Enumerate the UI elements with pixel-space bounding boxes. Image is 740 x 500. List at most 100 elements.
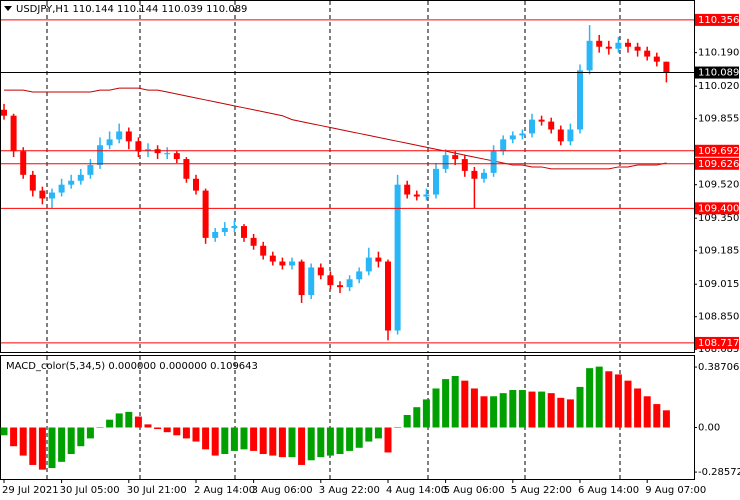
time-label: 6 Aug 14:00 xyxy=(578,485,639,496)
time-label: 5 Aug 06:00 xyxy=(444,485,505,496)
candle-body xyxy=(596,40,603,47)
candle-body xyxy=(557,129,564,142)
level-box xyxy=(695,202,739,215)
macd-bar xyxy=(605,371,613,428)
price-tick-label: 109.185 xyxy=(698,246,739,257)
candle-body xyxy=(241,226,247,238)
macd-bar xyxy=(586,368,594,428)
macd-bar xyxy=(480,396,488,428)
macd-bar xyxy=(19,427,27,456)
macd-bar xyxy=(595,366,603,428)
macd-bar xyxy=(432,388,440,428)
candle-body xyxy=(231,226,238,229)
candle-body xyxy=(20,151,27,175)
candle-body xyxy=(164,153,171,155)
macd-bar xyxy=(413,407,421,428)
price-tick-label: 110.020 xyxy=(698,81,739,92)
candle-body xyxy=(77,174,84,181)
candle-body xyxy=(327,275,334,286)
candle-body xyxy=(538,119,545,122)
level-label: 109.692 xyxy=(698,146,739,157)
macd-bar xyxy=(144,424,152,428)
candle-body xyxy=(269,255,276,262)
macd-bar xyxy=(394,427,402,428)
macd-bar xyxy=(307,427,315,461)
macd-bar xyxy=(0,427,8,436)
macd-bar xyxy=(403,415,411,428)
macd-bar xyxy=(470,388,478,428)
macd-bar xyxy=(355,427,363,448)
time-label: 9 Aug 07:00 xyxy=(645,485,706,496)
macd-bar xyxy=(202,427,210,450)
macd-bar xyxy=(643,396,651,428)
level-box xyxy=(695,336,739,349)
candle-body xyxy=(1,109,7,116)
price-tick-label: 110.190 xyxy=(698,48,739,59)
moving-average xyxy=(4,87,667,170)
candle-body xyxy=(346,279,353,288)
candle-body xyxy=(605,46,612,49)
candle-body xyxy=(586,40,593,71)
macd-bar xyxy=(614,374,622,428)
candle-body xyxy=(500,139,507,152)
candle-body xyxy=(404,184,411,195)
candle-body xyxy=(39,190,46,199)
candle-body xyxy=(145,149,151,152)
candle-body xyxy=(183,159,190,179)
macd-bar xyxy=(442,379,450,428)
candle-body xyxy=(625,42,631,47)
candle-body xyxy=(490,151,497,173)
candle-body xyxy=(615,42,622,49)
macd-bar xyxy=(461,380,469,428)
candle-body xyxy=(471,170,478,179)
macd-bar xyxy=(346,427,354,451)
level-box xyxy=(695,144,739,157)
macd-bar xyxy=(326,427,334,456)
macd-bar xyxy=(211,427,219,456)
macd-bar xyxy=(134,416,142,428)
macd-bar xyxy=(490,396,498,428)
macd-title: MACD_color(5,34,5) 0.000000 0.000000 0.1… xyxy=(6,361,258,372)
time-label: 30 Jul 05:00 xyxy=(60,485,120,496)
candle-body xyxy=(529,119,535,134)
macd-bar xyxy=(115,413,123,428)
candle-body xyxy=(663,61,670,73)
macd-frame xyxy=(0,355,695,480)
macd-bar xyxy=(58,427,66,462)
macd-bar xyxy=(451,375,459,428)
macd-bar xyxy=(317,427,325,458)
time-grid xyxy=(46,1,621,479)
macd-bar xyxy=(336,427,344,455)
candle-body xyxy=(365,257,372,272)
candle-body xyxy=(58,184,65,193)
candle-body xyxy=(250,237,257,246)
macd-bar xyxy=(154,427,162,430)
macd-bar xyxy=(653,404,661,428)
candle-body xyxy=(548,121,555,130)
macd-bar xyxy=(125,411,133,428)
level-box xyxy=(695,13,739,26)
macd-bar xyxy=(298,427,306,465)
time-label: 4 Aug 14:00 xyxy=(386,485,447,496)
macd-bar xyxy=(230,427,238,451)
candle-body xyxy=(442,155,449,169)
candle-body xyxy=(135,141,142,152)
macd-bar xyxy=(499,393,507,428)
macd-bar xyxy=(269,427,277,456)
time-label: 29 Jul 2021 xyxy=(2,485,59,496)
price-tick-label: 109.015 xyxy=(698,279,739,290)
candle-body xyxy=(289,261,295,266)
macd-bar xyxy=(624,380,632,428)
level-label: 109.626 xyxy=(698,159,739,170)
macd-bar xyxy=(173,427,181,436)
candle-body xyxy=(452,155,459,160)
candle-body xyxy=(298,261,305,296)
candle-body xyxy=(68,180,75,185)
candle-body xyxy=(29,174,36,191)
candle-body xyxy=(260,245,267,256)
macd-bar xyxy=(221,427,229,455)
candle-body xyxy=(356,271,363,280)
candle-body xyxy=(385,261,391,331)
price-tick-label: 109.855 xyxy=(698,114,739,125)
macd-tick-label: 0.00 xyxy=(698,422,720,433)
